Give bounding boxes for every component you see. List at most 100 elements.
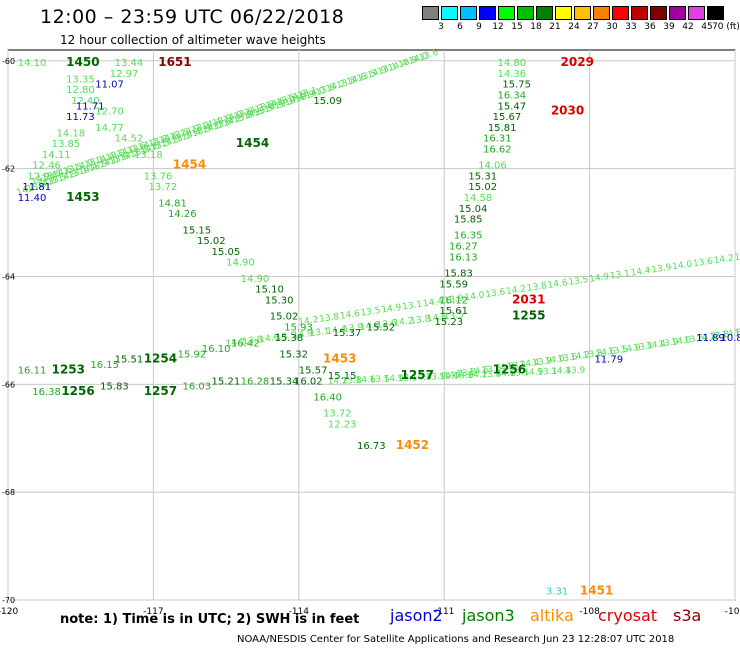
legend-swatch [669, 6, 686, 20]
pass-time-label: 1454 [173, 158, 206, 172]
swh-value: 13.76 [144, 171, 173, 182]
track-value: 14.4 [551, 366, 572, 377]
legend-swatch [631, 6, 648, 20]
legend-label: 3 [438, 22, 444, 32]
legend-swatch [650, 6, 667, 20]
swh-value: 12.80 [66, 85, 95, 96]
pass-time-label: 1451 [580, 584, 613, 598]
pass-time-label: 1255 [512, 309, 545, 323]
swh-value: 14.90 [226, 258, 255, 269]
legend-swatch [441, 6, 458, 20]
swh-value: 14.80 [498, 58, 527, 69]
legend-unit: 70 (ft) [712, 22, 740, 32]
swh-value: 15.30 [265, 295, 294, 306]
legend-label: 42 [682, 22, 694, 32]
swh-value: 16.38 [32, 387, 61, 398]
track-value: 14.9 [381, 303, 403, 316]
track-value: 14.6 [339, 309, 361, 322]
track-value: 13.9 [651, 263, 673, 276]
legend-label: 6 [457, 22, 463, 32]
track-value: 14.4 [411, 373, 432, 384]
swh-value: 15.15 [328, 371, 357, 382]
legend-swatch [517, 6, 534, 20]
mission-cryosat: cryosat [598, 606, 658, 625]
track-value: 13.1 [609, 269, 630, 282]
track-value: 13.5 [360, 306, 381, 319]
swh-value: 15.51 [115, 355, 144, 366]
track-value: 14.6 [356, 375, 377, 386]
swh-value: 15.81 [488, 123, 517, 134]
swh-value: 15.32 [279, 349, 308, 360]
swh-value: 13.72 [149, 182, 178, 193]
mission-jason2: jason2 [390, 606, 443, 625]
pass-time-label: 1453 [323, 352, 356, 366]
swh-value: 15.61 [439, 306, 468, 317]
track-value: 14.2 [225, 337, 246, 349]
swh-value: 14.06 [478, 161, 507, 172]
track-value: 14.0 [359, 321, 380, 333]
track-value: 14.6 [468, 365, 490, 378]
credit-line: NOAA/NESDIS Center for Satellite Applica… [237, 634, 675, 645]
track-value: 13.9 [532, 356, 554, 369]
swh-value: 15.67 [493, 112, 522, 123]
legend-swatch [498, 6, 515, 20]
track-value: 13.9 [565, 366, 586, 377]
swh-value: 11.81 [23, 182, 52, 193]
legend-swatch [460, 6, 477, 20]
track-value: 13.8 [410, 314, 431, 326]
swh-value: 15.93 [284, 322, 313, 333]
swh-value: 16.34 [498, 91, 527, 102]
swh-value: 13.18 [134, 150, 163, 161]
track-value: 13.5 [734, 326, 740, 339]
swh-value: 15.37 [333, 328, 362, 339]
swh-value: 14.10 [18, 58, 47, 69]
legend-swatch [593, 6, 610, 20]
track-value: 13.6 [485, 287, 507, 300]
track-value: 14.0 [464, 290, 486, 303]
legend-swatch [536, 6, 553, 20]
legend-label: 24 [568, 22, 580, 32]
track-value: 13.6 [692, 257, 714, 270]
track-value: 13.1 [506, 360, 527, 373]
swh-value: 13.85 [52, 139, 81, 150]
swh-value: 11.89 [696, 333, 725, 344]
track-value: 13.6 [557, 352, 579, 365]
pass-time-label: 1256 [493, 363, 526, 377]
swh-value: 13.35 [66, 74, 95, 85]
swh-value: 16.73 [357, 441, 386, 452]
track-value: 14.9 [523, 368, 544, 379]
swh-value: 10.86 [720, 333, 740, 344]
swh-value: 15.15 [182, 225, 211, 236]
track-value: 13.8 [481, 369, 502, 380]
track-value: 13.1 [402, 300, 423, 313]
track-value: 14.6 [721, 328, 740, 341]
pass-time-label: 1257 [144, 384, 177, 398]
pass-time-label: 1253 [52, 363, 85, 377]
legend-label: 21 [549, 22, 561, 32]
swh-value: 15.75 [502, 80, 531, 91]
pass-labels: 1450 1651 1454 1454 1453 2029 2030 2031 1255 1253… [52, 55, 614, 597]
mission-jason3: jason3 [462, 606, 515, 625]
track-value: 13.9 [443, 294, 465, 307]
track-value: 14.6 [495, 369, 516, 380]
lon-tick-label: -108 [579, 607, 600, 617]
track-value: 14.0 [439, 371, 460, 382]
pass-time-label: 2030 [551, 104, 584, 118]
track-value: 13.6 [683, 333, 705, 346]
swh-value: 15.31 [468, 171, 497, 182]
lon-tick-label: -111 [434, 607, 454, 617]
lon-tick-label: -120 [0, 607, 18, 617]
swh-value: 16.11 [18, 366, 47, 377]
pass-time-label: 1257 [401, 368, 434, 382]
legend-label: 33 [625, 22, 637, 32]
track-value: 14.9 [589, 272, 611, 285]
track-value: 13.1 [537, 367, 557, 378]
swh-value: 16.15 [90, 360, 119, 371]
track-value: 14.4 [630, 266, 652, 279]
lon-tick-label: -117 [143, 607, 163, 617]
map-subtitle: 12 hour collection of altimeter wave hei… [60, 33, 326, 47]
track-value: 14.9 [494, 362, 516, 375]
legend-swatch [555, 6, 572, 20]
swh-value: 11.71 [76, 101, 105, 112]
swh-value: 16.10 [202, 344, 231, 355]
